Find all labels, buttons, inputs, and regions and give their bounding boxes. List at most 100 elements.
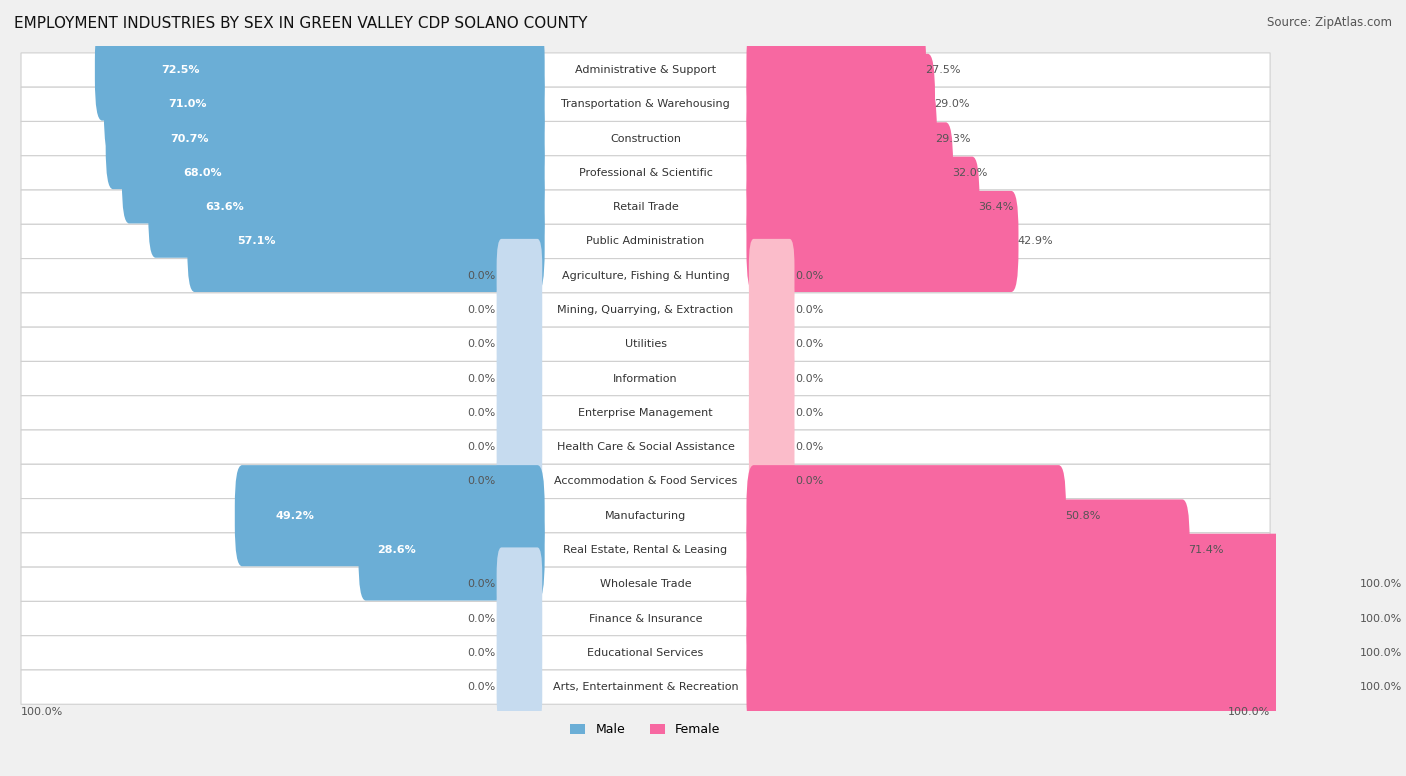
Text: 0.0%: 0.0% [467,648,495,658]
Text: Finance & Insurance: Finance & Insurance [589,614,703,624]
Text: Mining, Quarrying, & Extraction: Mining, Quarrying, & Extraction [557,305,734,315]
FancyBboxPatch shape [21,430,1270,464]
Text: 28.6%: 28.6% [377,545,416,555]
FancyBboxPatch shape [496,547,543,621]
Text: 32.0%: 32.0% [952,168,987,178]
FancyBboxPatch shape [21,464,1270,498]
FancyBboxPatch shape [747,123,953,223]
FancyBboxPatch shape [104,54,544,155]
FancyBboxPatch shape [496,582,543,656]
FancyBboxPatch shape [496,616,543,690]
FancyBboxPatch shape [749,273,794,347]
Text: 0.0%: 0.0% [796,271,824,281]
FancyBboxPatch shape [21,122,1270,156]
FancyBboxPatch shape [496,273,543,347]
Text: 100.0%: 100.0% [21,707,63,717]
FancyBboxPatch shape [21,156,1270,190]
FancyBboxPatch shape [496,341,543,415]
Text: Enterprise Management: Enterprise Management [578,408,713,417]
Text: 0.0%: 0.0% [796,408,824,417]
FancyBboxPatch shape [749,341,794,415]
FancyBboxPatch shape [235,465,544,566]
FancyBboxPatch shape [747,19,927,120]
Text: 0.0%: 0.0% [467,682,495,692]
FancyBboxPatch shape [21,396,1270,430]
FancyBboxPatch shape [747,88,936,189]
FancyBboxPatch shape [747,157,980,258]
Text: Utilities: Utilities [624,339,666,349]
Text: 27.5%: 27.5% [925,65,960,75]
Text: 0.0%: 0.0% [467,339,495,349]
Text: 100.0%: 100.0% [1360,579,1402,589]
FancyBboxPatch shape [496,411,543,484]
FancyBboxPatch shape [21,670,1270,705]
Text: 0.0%: 0.0% [467,579,495,589]
Text: 71.4%: 71.4% [1188,545,1225,555]
FancyBboxPatch shape [749,445,794,518]
FancyBboxPatch shape [21,636,1270,670]
FancyBboxPatch shape [749,376,794,450]
Text: 42.9%: 42.9% [1018,237,1053,247]
Text: 0.0%: 0.0% [467,476,495,487]
FancyBboxPatch shape [496,307,543,381]
Text: 57.1%: 57.1% [238,237,276,247]
Text: 50.8%: 50.8% [1064,511,1099,521]
FancyBboxPatch shape [94,19,544,120]
FancyBboxPatch shape [21,224,1270,258]
FancyBboxPatch shape [496,650,543,724]
FancyBboxPatch shape [749,307,794,381]
FancyBboxPatch shape [749,411,794,484]
Text: Information: Information [613,373,678,383]
FancyBboxPatch shape [747,465,1066,566]
Text: Health Care & Social Assistance: Health Care & Social Assistance [557,442,734,452]
FancyBboxPatch shape [21,533,1270,567]
Text: Arts, Entertainment & Recreation: Arts, Entertainment & Recreation [553,682,738,692]
Text: 0.0%: 0.0% [796,339,824,349]
FancyBboxPatch shape [359,500,544,601]
Text: 0.0%: 0.0% [467,373,495,383]
Text: Administrative & Support: Administrative & Support [575,65,716,75]
FancyBboxPatch shape [187,191,544,292]
Text: Construction: Construction [610,133,681,144]
FancyBboxPatch shape [148,157,544,258]
FancyBboxPatch shape [21,87,1270,122]
Text: 100.0%: 100.0% [1360,682,1402,692]
FancyBboxPatch shape [496,376,543,450]
Text: 0.0%: 0.0% [467,305,495,315]
Text: 0.0%: 0.0% [796,442,824,452]
FancyBboxPatch shape [747,568,1361,669]
Text: 29.3%: 29.3% [935,133,972,144]
Text: Transportation & Warehousing: Transportation & Warehousing [561,99,730,109]
FancyBboxPatch shape [21,258,1270,293]
Text: Real Estate, Rental & Leasing: Real Estate, Rental & Leasing [564,545,728,555]
Text: 0.0%: 0.0% [796,476,824,487]
Text: 100.0%: 100.0% [1360,648,1402,658]
Text: Accommodation & Food Services: Accommodation & Food Services [554,476,737,487]
FancyBboxPatch shape [496,239,543,313]
Text: 29.0%: 29.0% [934,99,969,109]
Text: 0.0%: 0.0% [467,442,495,452]
FancyBboxPatch shape [747,534,1361,635]
FancyBboxPatch shape [21,327,1270,362]
Text: 49.2%: 49.2% [276,511,315,521]
Text: 68.0%: 68.0% [183,168,222,178]
FancyBboxPatch shape [747,500,1189,601]
FancyBboxPatch shape [122,123,544,223]
FancyBboxPatch shape [21,190,1270,224]
Text: 70.7%: 70.7% [170,133,208,144]
Text: Manufacturing: Manufacturing [605,511,686,521]
FancyBboxPatch shape [21,53,1270,87]
Text: Educational Services: Educational Services [588,648,703,658]
FancyBboxPatch shape [21,498,1270,533]
Text: 0.0%: 0.0% [796,373,824,383]
Text: 0.0%: 0.0% [467,408,495,417]
Text: Source: ZipAtlas.com: Source: ZipAtlas.com [1267,16,1392,29]
Legend: Male, Female: Male, Female [565,719,725,741]
Text: 100.0%: 100.0% [1360,614,1402,624]
Text: Public Administration: Public Administration [586,237,704,247]
Text: Agriculture, Fishing & Hunting: Agriculture, Fishing & Hunting [561,271,730,281]
FancyBboxPatch shape [747,191,1018,292]
Text: 0.0%: 0.0% [796,305,824,315]
Text: 0.0%: 0.0% [467,271,495,281]
Text: 100.0%: 100.0% [1227,707,1270,717]
